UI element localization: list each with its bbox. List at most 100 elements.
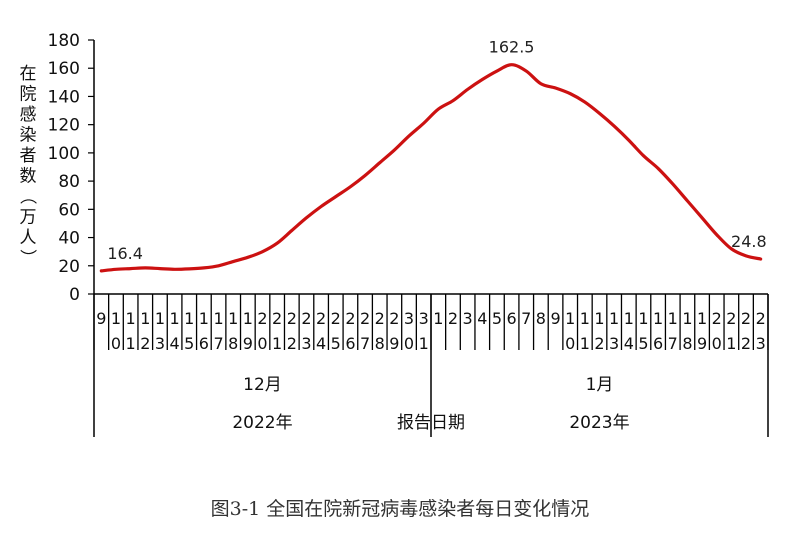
x-tick-label: 9	[697, 334, 707, 353]
data-label: 16.4	[107, 244, 143, 263]
x-tick-label: 2	[287, 334, 297, 353]
x-tick-label: 1	[243, 309, 253, 328]
y-tick-label: 100	[48, 144, 80, 164]
figure-caption: 图3-1 全国在院新冠病毒感染者每日变化情况	[210, 498, 590, 520]
y-axis-label-char: 染	[20, 126, 37, 146]
y-tick-label: 40	[58, 229, 80, 249]
x-tick-label: 3	[301, 334, 311, 353]
y-tick-label: 80	[58, 172, 80, 192]
y-tick-label: 160	[48, 59, 80, 79]
x-tick-label: 0	[712, 334, 722, 353]
x-tick-label: 4	[477, 309, 487, 328]
y-axis-label-char: 者	[20, 146, 37, 166]
x-tick-label: 6	[345, 334, 355, 353]
y-tick-label: 0	[69, 285, 80, 305]
x-tick-label: 2	[257, 309, 267, 328]
x-tick-label: 9	[550, 309, 560, 328]
x-tick-label: 2	[594, 334, 604, 353]
x-tick-label: 1	[155, 309, 165, 328]
x-tick-label: 7	[360, 334, 370, 353]
y-axis-label-char: （	[17, 188, 37, 205]
y-tick-label: 20	[58, 257, 80, 277]
x-tick-label: 1	[433, 309, 443, 328]
x-tick-label: 2	[140, 334, 150, 353]
y-axis-label-char: 数	[20, 167, 37, 187]
x-tick-label: 2	[287, 309, 297, 328]
x-tick-label: 2	[741, 309, 751, 328]
x-tick-label: 3	[419, 309, 429, 328]
x-tick-label: 2	[726, 309, 736, 328]
x-axis-label: 报告日期	[397, 413, 465, 433]
x-tick-label: 7	[668, 334, 678, 353]
x-tick-label: 2	[448, 309, 458, 328]
series-line	[99, 63, 763, 273]
y-axis-label-char: 院	[20, 85, 37, 105]
y-axis-label-char: 万	[20, 208, 37, 228]
x-tick-label: 2	[301, 309, 311, 328]
x-tick-label: 3	[404, 309, 414, 328]
x-tick-label: 4	[624, 334, 634, 353]
x-tick-label: 1	[638, 309, 648, 328]
x-tick-label: 1	[184, 309, 194, 328]
x-tick-label: 2	[331, 309, 341, 328]
x-tick-label: 4	[169, 334, 179, 353]
x-tick-label: 1	[653, 309, 663, 328]
x-tick-label: 5	[638, 334, 648, 353]
x-tick-label: 1	[580, 309, 590, 328]
x-tick-label: 2	[375, 309, 385, 328]
x-tick-label: 9	[243, 334, 253, 353]
y-axis-label-char: 感	[20, 105, 37, 125]
x-tick-label: 1	[126, 309, 136, 328]
x-tick-label: 1	[199, 309, 209, 328]
data-label: 24.8	[731, 232, 767, 251]
x-tick-label: 1	[697, 309, 707, 328]
x-tick-label: 2	[316, 309, 326, 328]
x-tick-label: 1	[228, 309, 238, 328]
x-tick-label: 1	[213, 309, 223, 328]
x-tick-label: 1	[668, 309, 678, 328]
data-label: 162.5	[489, 38, 535, 57]
x-tick-label: 2	[345, 309, 355, 328]
x-tick-label: 6	[653, 334, 663, 353]
x-tick-label: 1	[140, 309, 150, 328]
y-tick-label: 60	[58, 200, 80, 220]
x-tick-label: 1	[419, 334, 429, 353]
x-tick-label: 7	[521, 309, 531, 328]
x-tick-label: 8	[536, 309, 546, 328]
x-tick-label: 1	[682, 309, 692, 328]
x-tick-label: 1	[565, 309, 575, 328]
x-tick-label: 2	[712, 309, 722, 328]
x-tick-label: 2	[756, 309, 766, 328]
x-tick-label: 1	[594, 309, 604, 328]
x-tick-label: 2	[272, 309, 282, 328]
x-tick-label: 0	[565, 334, 575, 353]
x-tick-label: 0	[404, 334, 414, 353]
month-label: 1月	[586, 375, 614, 395]
x-tick-label: 0	[257, 334, 267, 353]
x-tick-label: 9	[96, 309, 106, 328]
x-tick-label: 5	[331, 334, 341, 353]
y-tick-label: 120	[48, 116, 80, 136]
x-tick-label: 2	[741, 334, 751, 353]
y-axis-label-char: 人	[20, 228, 37, 248]
x-tick-label: 3	[463, 309, 473, 328]
y-tick-label: 180	[48, 31, 80, 51]
x-tick-label: 2	[389, 309, 399, 328]
y-tick-label: 140	[48, 87, 80, 107]
x-tick-label: 1	[272, 334, 282, 353]
x-tick-label: 1	[609, 309, 619, 328]
y-axis-label-char: 在	[20, 64, 37, 84]
x-tick-label: 1	[111, 309, 121, 328]
y-axis-label-char: ）	[17, 249, 37, 266]
x-tick-label: 5	[492, 309, 502, 328]
year-label: 2022年	[232, 413, 292, 433]
x-tick-label: 3	[756, 334, 766, 353]
x-tick-label: 6	[199, 334, 209, 353]
x-tick-label: 1	[726, 334, 736, 353]
month-label: 12月	[243, 375, 282, 395]
x-tick-label: 5	[184, 334, 194, 353]
x-tick-label: 0	[111, 334, 121, 353]
x-tick-label: 1	[169, 309, 179, 328]
x-tick-label: 2	[360, 309, 370, 328]
